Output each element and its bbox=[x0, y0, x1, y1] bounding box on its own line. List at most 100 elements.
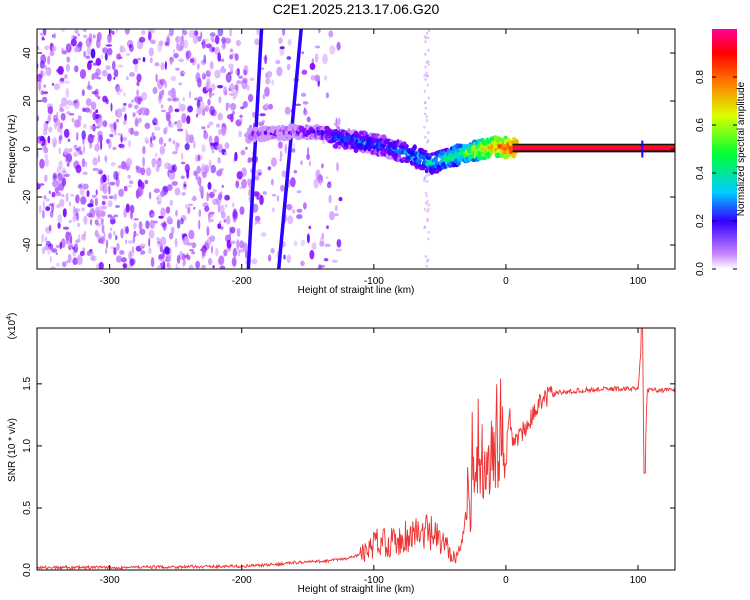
heatmap-cell bbox=[303, 202, 307, 210]
heatmap-cell bbox=[314, 53, 319, 63]
heatmap-cell bbox=[57, 65, 64, 75]
heatmap-cell bbox=[160, 222, 167, 227]
heatmap-cell bbox=[88, 60, 93, 63]
heatmap-cell bbox=[129, 204, 135, 214]
heatmap-cell bbox=[254, 38, 260, 46]
heatmap-cell bbox=[94, 197, 99, 207]
heatmap-cell bbox=[74, 65, 79, 73]
heatmap-cell bbox=[425, 194, 428, 198]
heatmap-cell bbox=[280, 184, 285, 192]
snr-panel: -300 -200 -100 0 100 0.0 0.5 1.0 1.5 Height of … bbox=[6, 313, 676, 595]
heatmap-cell bbox=[43, 91, 49, 95]
heatmap-cell bbox=[138, 117, 142, 123]
heatmap-cell bbox=[85, 98, 92, 107]
heatmap-cell bbox=[268, 103, 273, 110]
heatmap-cell bbox=[110, 227, 113, 232]
heatmap-cell bbox=[226, 102, 231, 108]
heatmap-cell bbox=[118, 188, 124, 197]
snr-y-ticks: 0.0 0.5 1.0 1.5 bbox=[22, 376, 675, 577]
heatmap-cell bbox=[167, 32, 174, 37]
heatmap-cell bbox=[247, 160, 252, 163]
x-tick-label: -200 bbox=[232, 575, 252, 586]
heatmap-cell bbox=[52, 172, 57, 179]
heatmap-cell bbox=[488, 152, 492, 157]
heatmap-cell bbox=[319, 241, 325, 247]
heatmap-cell bbox=[141, 30, 146, 35]
heatmap-cell bbox=[133, 104, 139, 110]
heatmap-cell bbox=[338, 196, 343, 202]
heatmap-cell bbox=[52, 115, 57, 119]
heatmap-cell bbox=[67, 244, 73, 249]
heatmap-cell bbox=[90, 255, 95, 261]
heatmap-cell bbox=[71, 102, 78, 106]
heatmap-cell bbox=[194, 97, 199, 101]
heatmap-cell bbox=[129, 180, 134, 185]
heatmap-cell bbox=[116, 255, 122, 263]
heatmap-cell bbox=[99, 183, 105, 192]
heatmap-cell bbox=[208, 159, 212, 169]
heatmap-cell bbox=[201, 247, 206, 257]
heatmap-cell bbox=[48, 126, 53, 133]
heatmap-cell bbox=[153, 188, 160, 193]
heatmap-cell bbox=[221, 184, 224, 188]
heatmap-cell bbox=[154, 62, 160, 67]
heatmap-cell bbox=[181, 113, 187, 124]
heatmap-cell bbox=[142, 146, 146, 155]
heatmap-cell bbox=[78, 41, 83, 47]
heatmap-cell bbox=[108, 184, 111, 195]
heatmap-cell bbox=[51, 203, 54, 214]
heatmap-cell bbox=[160, 207, 166, 218]
heatmap-cell bbox=[60, 77, 65, 82]
heatmap-cell bbox=[136, 166, 142, 174]
heatmap-cell bbox=[223, 249, 228, 257]
heatmap-cell bbox=[64, 173, 70, 177]
heatmap-cell bbox=[236, 227, 241, 237]
heatmap-cell bbox=[87, 80, 91, 89]
heatmap-cell bbox=[258, 121, 265, 127]
heatmap-cell bbox=[208, 213, 214, 218]
heatmap-cell bbox=[42, 128, 48, 136]
heatmap-cell bbox=[119, 250, 125, 255]
heatmap-cell bbox=[131, 99, 134, 103]
heatmap-cell bbox=[335, 117, 338, 128]
heatmap-cell bbox=[209, 61, 214, 70]
heatmap-cell bbox=[73, 153, 76, 157]
heatmap-cell bbox=[62, 50, 68, 55]
heatmap-cell bbox=[166, 215, 173, 225]
heatmap-cell bbox=[326, 182, 332, 189]
heatmap-cell bbox=[123, 185, 128, 192]
heatmap-cell bbox=[236, 171, 243, 180]
heatmap-cell bbox=[144, 179, 149, 185]
heatmap-cell bbox=[135, 165, 140, 170]
heatmap-cell bbox=[219, 204, 225, 215]
heatmap-cell bbox=[76, 254, 83, 265]
heatmap-cell bbox=[44, 245, 49, 251]
heatmap-cell bbox=[95, 109, 99, 114]
heatmap-cell bbox=[219, 220, 222, 224]
heatmap-cell bbox=[301, 51, 305, 55]
heatmap-cell bbox=[169, 124, 174, 128]
y-tick-label: 0 bbox=[22, 146, 33, 152]
heatmap-cell bbox=[259, 113, 266, 117]
heatmap-cell bbox=[211, 39, 216, 43]
heatmap-cell bbox=[107, 200, 113, 208]
heatmap-cell bbox=[97, 96, 101, 100]
heatmap-cell bbox=[183, 236, 190, 246]
heatmap-cell bbox=[247, 178, 251, 185]
heatmap-cell bbox=[124, 29, 130, 35]
heatmap-cell bbox=[218, 255, 225, 266]
heatmap-cell bbox=[121, 257, 127, 263]
heatmap-cell bbox=[59, 198, 65, 208]
heatmap-cell bbox=[79, 186, 85, 196]
heatmap-cell bbox=[113, 170, 119, 181]
heatmap-cell bbox=[125, 226, 129, 234]
heatmap-cell bbox=[166, 184, 173, 191]
heatmap-cell bbox=[65, 63, 70, 72]
heatmap-cell bbox=[127, 184, 132, 188]
heatmap-cell bbox=[123, 120, 127, 125]
heatmap-cell bbox=[110, 162, 116, 167]
steady-band-glitch bbox=[641, 140, 644, 158]
heatmap-cell bbox=[179, 103, 186, 112]
heatmap-cell bbox=[232, 202, 235, 208]
heatmap-cell bbox=[287, 215, 294, 225]
